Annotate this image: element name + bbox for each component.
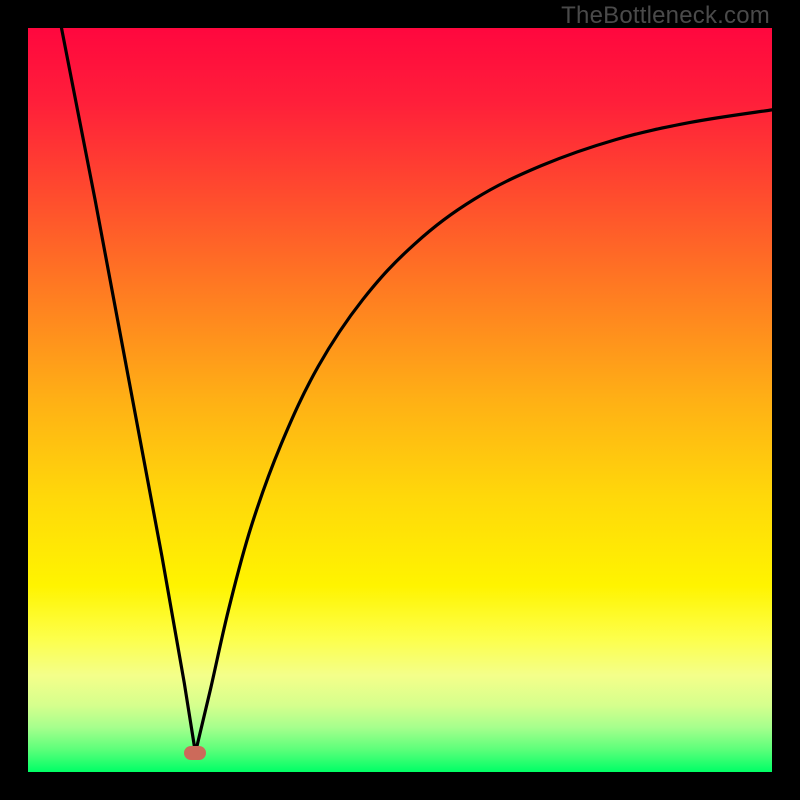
chart-container: TheBottleneck.com	[0, 0, 800, 800]
plot-background-gradient	[28, 28, 772, 772]
optimum-marker	[184, 746, 206, 760]
plot-frame	[28, 28, 772, 772]
watermark-text: TheBottleneck.com	[561, 2, 770, 30]
